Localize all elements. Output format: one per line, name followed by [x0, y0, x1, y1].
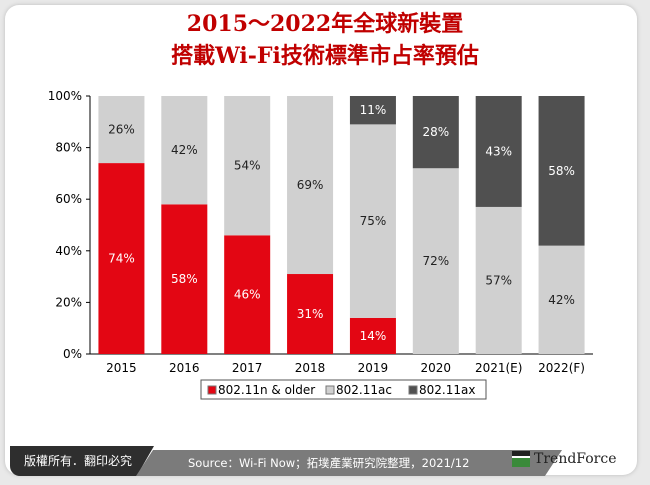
data-label: 58% — [171, 272, 198, 286]
legend-swatch — [408, 385, 418, 395]
bar-segment — [224, 96, 271, 236]
data-label: 28% — [422, 125, 449, 139]
data-label: 14% — [360, 329, 387, 343]
data-label: 54% — [234, 159, 261, 173]
legend-label: 802.11ac — [336, 383, 392, 397]
bar-segment — [161, 204, 208, 354]
bar-segment — [538, 245, 585, 354]
legend-label: 802.11ax — [419, 383, 475, 397]
bar-segment — [538, 96, 585, 246]
y-tick-label: 80% — [55, 141, 82, 155]
data-label: 43% — [485, 144, 512, 158]
trendforce-logo: TrendForce — [512, 451, 617, 467]
x-tick-label: 2021(E) — [475, 361, 522, 375]
x-tick-label: 2017 — [232, 361, 263, 375]
logo-mark-icon — [512, 451, 530, 467]
data-label: 46% — [234, 288, 261, 302]
data-label: 69% — [297, 178, 324, 192]
logo-text: TrendForce — [534, 451, 617, 467]
bar-segment — [475, 206, 522, 354]
bar-segment — [287, 274, 334, 354]
y-tick-label: 20% — [55, 295, 82, 309]
copyright: 版權所有．翻印必究 — [10, 446, 154, 476]
x-tick-label: 2020 — [421, 361, 452, 375]
data-label: 26% — [108, 123, 135, 137]
data-label: 31% — [297, 307, 324, 321]
data-label: 72% — [422, 254, 449, 268]
data-label: 57% — [485, 273, 512, 287]
x-tick-label: 2022(F) — [538, 361, 585, 375]
y-tick-label: 0% — [63, 347, 82, 361]
legend-swatch — [207, 385, 217, 395]
data-label: 42% — [171, 143, 198, 157]
data-label: 74% — [108, 252, 135, 266]
bar-segment — [349, 317, 396, 354]
bar-segment — [412, 96, 459, 169]
x-tick-label: 2019 — [358, 361, 389, 375]
data-label: 11% — [360, 103, 387, 117]
bar-segment — [98, 96, 145, 164]
bar-segment — [224, 235, 271, 354]
source: Source：Wi-Fi Now；拓墣產業研究院整理，2021/12 — [136, 450, 562, 476]
y-tick-label: 100% — [48, 89, 82, 103]
bar-segment — [475, 96, 522, 207]
legend-label: 802.11n & older — [218, 383, 315, 397]
y-tick-label: 60% — [55, 192, 82, 206]
title-line-1: 2015～2022年全球新裝置 — [186, 11, 464, 37]
bar-segment — [349, 96, 396, 125]
bar-segment — [287, 96, 334, 275]
data-label: 58% — [548, 164, 575, 178]
data-label: 75% — [360, 214, 387, 228]
bar-segment — [161, 96, 208, 205]
x-tick-label: 2018 — [295, 361, 326, 375]
bar-segment — [349, 124, 396, 318]
data-label: 42% — [548, 293, 575, 307]
bar-segment — [412, 168, 459, 354]
bar-segment — [98, 163, 145, 354]
x-tick-label: 2016 — [169, 361, 200, 375]
title-line-2: 搭載Wi-Fi技術標準市占率預估 — [171, 43, 479, 69]
legend-swatch — [325, 385, 335, 395]
y-tick-label: 40% — [55, 244, 82, 258]
x-tick-label: 2015 — [106, 361, 137, 375]
